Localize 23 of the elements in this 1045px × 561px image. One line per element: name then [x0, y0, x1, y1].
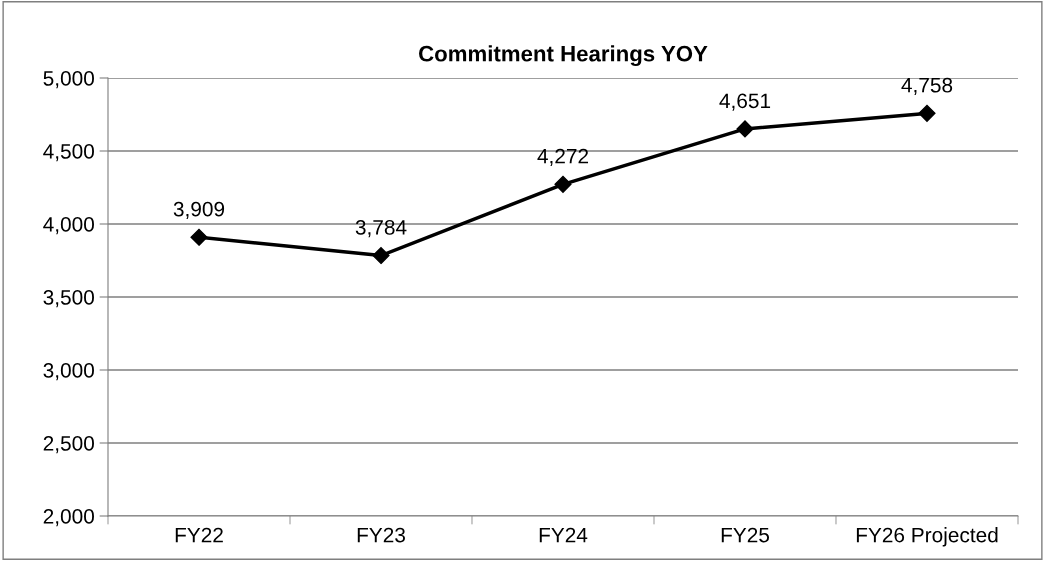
data-label: 4,758 [901, 77, 953, 96]
data-label: 4,272 [537, 148, 589, 166]
y-tick-label: 4,000 [43, 217, 94, 235]
y-tick-label: 3,000 [43, 363, 94, 381]
data-label: 4,651 [719, 93, 771, 111]
point [918, 104, 936, 122]
x-tick-label: FY22 [175, 527, 223, 543]
y-tick-label: 5,000 [43, 71, 94, 89]
y-tick-label: 2,500 [43, 436, 94, 454]
point [190, 228, 208, 246]
point [554, 175, 572, 193]
point [372, 246, 390, 265]
x-tick-label: FY23 [357, 527, 405, 543]
point [736, 120, 754, 138]
data-label: 3,909 [173, 201, 225, 219]
x-tick-label: FY26 Projected [856, 527, 998, 547]
data-label: 3,784 [355, 220, 407, 238]
y-tick-label: 4,500 [43, 144, 94, 162]
x-tick-label: FY25 [721, 527, 770, 543]
chart-title: Commitment Hearings YOY [419, 45, 708, 67]
y-tick-label: 2,000 [43, 509, 94, 527]
y-tick-label: 3,500 [43, 290, 94, 308]
x-tick-label: FY24 [539, 527, 588, 543]
